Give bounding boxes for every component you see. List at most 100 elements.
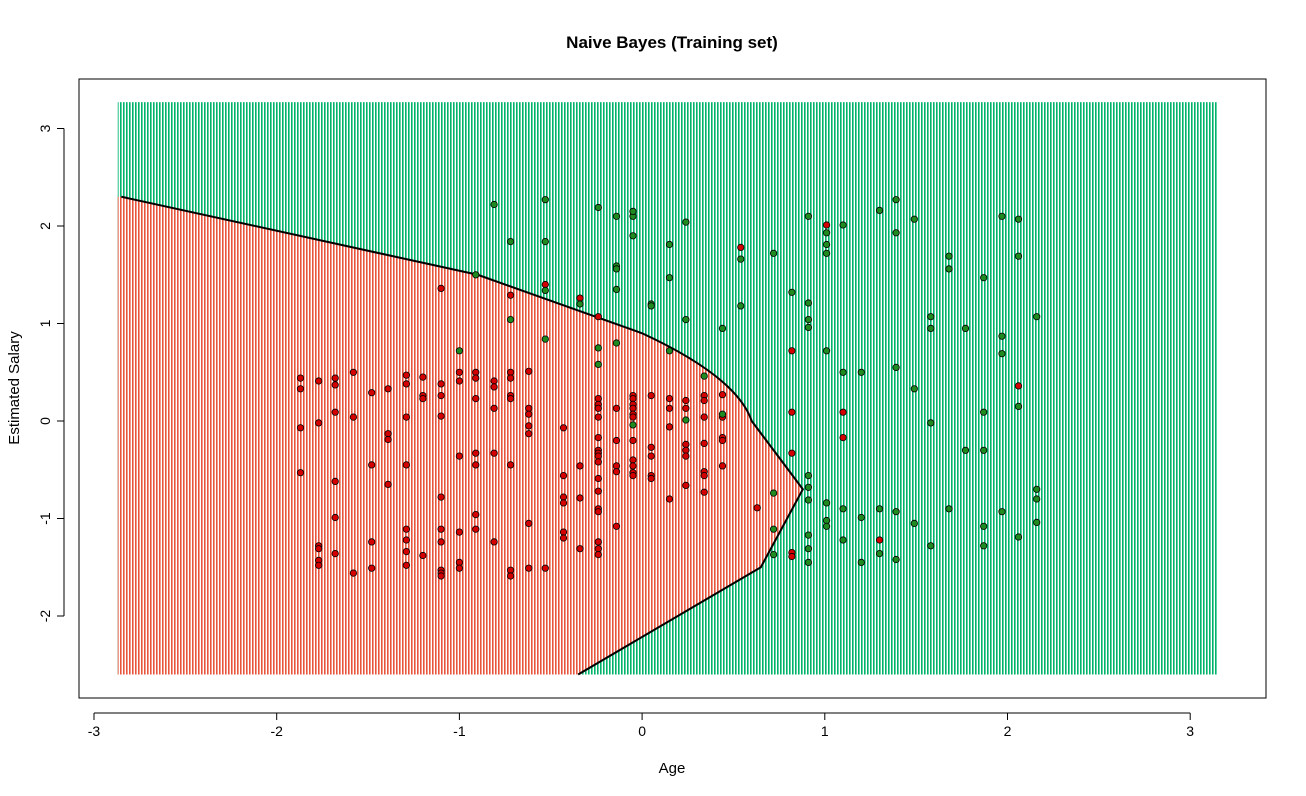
point-purchased bbox=[875, 549, 884, 558]
point-not-purchased bbox=[665, 423, 674, 431]
point-not-purchased bbox=[437, 525, 445, 533]
point-not-purchased bbox=[822, 221, 831, 229]
point-not-purchased bbox=[472, 510, 480, 519]
point-purchased bbox=[839, 505, 847, 513]
point-purchased bbox=[665, 240, 674, 249]
point-not-purchased bbox=[455, 452, 463, 460]
point-purchased bbox=[822, 347, 831, 355]
x-axis: -3 -2 -1 0 1 2 3 bbox=[88, 712, 1194, 739]
point-not-purchased bbox=[788, 552, 796, 561]
point-purchased bbox=[998, 508, 1006, 516]
point-purchased bbox=[910, 519, 918, 528]
point-purchased bbox=[892, 196, 900, 204]
point-not-purchased bbox=[647, 391, 655, 400]
y-tick-label: 3 bbox=[37, 124, 53, 132]
point-not-purchased bbox=[665, 404, 674, 412]
point-not-purchased bbox=[737, 243, 745, 251]
decision-boundary bbox=[121, 195, 805, 676]
point-purchased bbox=[804, 483, 813, 491]
point-purchased bbox=[998, 212, 1006, 220]
point-purchased bbox=[961, 324, 970, 332]
point-not-purchased bbox=[682, 396, 690, 405]
point-purchased bbox=[629, 421, 637, 429]
point-not-purchased bbox=[506, 394, 515, 403]
point-purchased bbox=[892, 229, 900, 237]
point-purchased bbox=[682, 416, 690, 424]
point-purchased bbox=[839, 221, 847, 229]
point-not-purchased bbox=[331, 374, 339, 382]
point-not-purchased bbox=[682, 452, 690, 460]
point-not-purchased bbox=[612, 468, 621, 476]
y-tick-label: 2 bbox=[37, 222, 53, 230]
region-not-purchased bbox=[117, 196, 803, 675]
point-purchased bbox=[1014, 533, 1023, 541]
point-purchased bbox=[857, 513, 865, 522]
point-purchased bbox=[804, 471, 813, 480]
point-purchased bbox=[541, 286, 549, 294]
point-not-purchased bbox=[455, 377, 463, 385]
point-purchased bbox=[1033, 518, 1041, 527]
point-purchased bbox=[945, 505, 953, 513]
point-not-purchased bbox=[594, 487, 602, 495]
point-purchased bbox=[665, 347, 674, 355]
point-not-purchased bbox=[368, 461, 376, 469]
point-not-purchased bbox=[419, 551, 427, 560]
x-tick-label: -2 bbox=[270, 723, 283, 739]
x-tick-label: -1 bbox=[453, 723, 466, 739]
point-not-purchased bbox=[559, 534, 568, 542]
point-purchased bbox=[910, 215, 918, 223]
point-not-purchased bbox=[541, 280, 549, 289]
point-purchased bbox=[804, 496, 813, 504]
point-not-purchased bbox=[384, 385, 392, 393]
point-not-purchased bbox=[368, 389, 376, 397]
point-not-purchased bbox=[629, 456, 637, 464]
point-not-purchased bbox=[455, 564, 463, 572]
y-tick-label: 0 bbox=[37, 417, 53, 425]
point-not-purchased bbox=[402, 525, 410, 533]
point-purchased bbox=[804, 212, 813, 220]
point-purchased bbox=[1014, 402, 1023, 410]
point-not-purchased bbox=[402, 380, 410, 388]
point-not-purchased bbox=[331, 513, 339, 522]
point-not-purchased bbox=[665, 394, 674, 403]
point-purchased bbox=[612, 285, 621, 293]
chart-title: Naive Bayes (Training set) bbox=[566, 33, 778, 52]
point-purchased bbox=[682, 315, 690, 324]
point-purchased bbox=[980, 274, 988, 282]
point-not-purchased bbox=[700, 471, 708, 480]
x-tick-label: -3 bbox=[88, 723, 101, 739]
point-not-purchased bbox=[349, 569, 357, 577]
point-purchased bbox=[857, 558, 865, 567]
point-not-purchased bbox=[419, 373, 427, 381]
point-purchased bbox=[612, 265, 621, 273]
y-axis: -2 -1 0 1 2 3 bbox=[37, 124, 65, 622]
point-not-purchased bbox=[490, 449, 498, 457]
point-purchased bbox=[998, 350, 1006, 358]
point-not-purchased bbox=[472, 525, 480, 533]
point-not-purchased bbox=[839, 433, 847, 442]
point-not-purchased bbox=[437, 380, 445, 388]
point-not-purchased bbox=[665, 495, 674, 503]
point-not-purchased bbox=[541, 564, 549, 572]
point-not-purchased bbox=[525, 564, 533, 572]
point-purchased bbox=[892, 555, 900, 564]
point-not-purchased bbox=[490, 377, 498, 385]
point-purchased bbox=[594, 360, 602, 368]
point-purchased bbox=[998, 332, 1006, 340]
point-purchased bbox=[875, 505, 884, 513]
point-purchased bbox=[804, 315, 813, 324]
point-not-purchased bbox=[788, 449, 796, 457]
point-not-purchased bbox=[700, 396, 708, 405]
point-not-purchased bbox=[647, 474, 655, 483]
point-not-purchased bbox=[629, 413, 637, 421]
point-not-purchased bbox=[437, 572, 445, 580]
point-purchased bbox=[822, 499, 831, 507]
point-not-purchased bbox=[402, 536, 410, 544]
point-not-purchased bbox=[647, 452, 655, 460]
point-purchased bbox=[927, 324, 935, 332]
point-not-purchased bbox=[594, 313, 602, 321]
point-purchased bbox=[1033, 485, 1041, 493]
point-not-purchased bbox=[576, 462, 584, 470]
point-not-purchased bbox=[315, 561, 323, 569]
point-purchased bbox=[769, 550, 778, 559]
